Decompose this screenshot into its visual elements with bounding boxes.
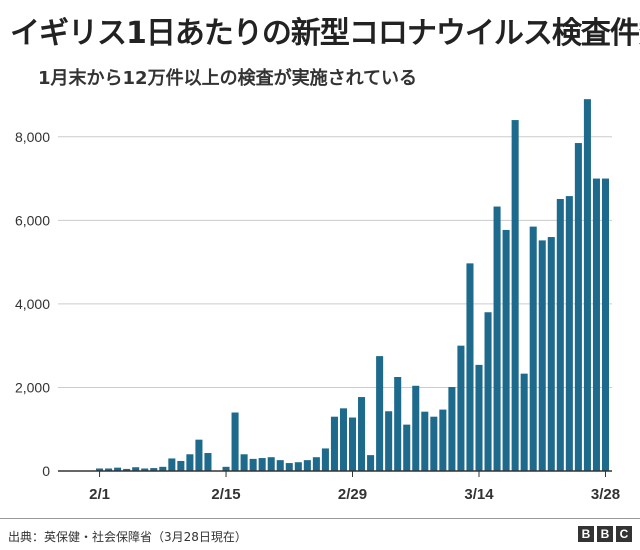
bar (231, 412, 239, 471)
bar (159, 466, 167, 471)
bar (267, 457, 275, 471)
bar (538, 240, 546, 471)
bar (493, 206, 501, 471)
bar (150, 468, 158, 471)
bar (141, 468, 149, 471)
bar (321, 448, 329, 471)
bar (574, 143, 582, 472)
logo-letter: C (616, 526, 632, 542)
bar (348, 417, 357, 471)
bar (96, 468, 104, 471)
bar (312, 457, 320, 471)
bar (403, 424, 411, 471)
bar (394, 377, 402, 471)
bar (132, 467, 140, 471)
bar (556, 199, 564, 471)
bar (448, 387, 456, 471)
y-tick-label: 2,000 (15, 379, 50, 395)
bar (376, 356, 384, 471)
bar (285, 463, 293, 471)
bar (177, 460, 185, 471)
bar (547, 237, 555, 471)
footer-divider (0, 518, 640, 519)
source-note: 出典：英保健・社会保障省（3月28日現在） (8, 530, 247, 544)
logo-letter: B (597, 526, 613, 542)
bar (249, 458, 257, 471)
y-tick-label: 8,000 (15, 129, 50, 145)
bar (114, 467, 122, 471)
bar (592, 178, 600, 472)
bar (466, 263, 474, 471)
bar (168, 458, 176, 471)
chart-title: イギリス1日あたりの新型コロナウイルス検査件数 (10, 16, 640, 51)
x-tick-label: 3/14 (464, 486, 494, 503)
bar (502, 229, 510, 471)
x-tick-label: 2/15 (211, 486, 240, 503)
bar (412, 385, 420, 471)
bar (421, 411, 429, 471)
bar (439, 409, 447, 471)
y-tick-label: 6,000 (15, 212, 50, 228)
bar (367, 455, 375, 471)
bar (475, 364, 483, 471)
bar (520, 373, 528, 471)
bar (430, 416, 438, 471)
bar (511, 120, 519, 472)
bar (529, 226, 537, 471)
bar (204, 453, 212, 471)
bar (330, 416, 338, 471)
bar (601, 178, 610, 472)
logo-letter: B (578, 526, 594, 542)
bar (186, 454, 194, 471)
bar (385, 411, 393, 471)
bar (565, 196, 573, 471)
y-tick-label: 4,000 (15, 296, 50, 312)
bar (484, 312, 492, 471)
x-tick-label: 3/28 (591, 486, 620, 503)
bar (294, 462, 302, 471)
bar (303, 460, 311, 471)
bar (583, 99, 591, 471)
x-tick-label: 2/1 (89, 486, 110, 503)
bar (276, 460, 284, 471)
bar (105, 468, 113, 471)
bar (195, 439, 203, 471)
x-tick-label: 2/29 (338, 486, 367, 503)
bar (240, 454, 248, 471)
bar (123, 468, 131, 471)
bbc-logo: B B C (578, 526, 632, 542)
bar (457, 345, 465, 471)
bar (358, 397, 366, 471)
bar (222, 466, 230, 471)
bar (339, 408, 348, 471)
bar-chart: 0 2,000 4,000 6,000 8,000 2/1 2/15 2/29 3/14 3/28 (15, 99, 620, 503)
chart-subtitle: 1月末から12万件以上の検査が実施されている (38, 68, 418, 89)
y-tick-label: 0 (42, 463, 50, 479)
bar (258, 458, 266, 471)
